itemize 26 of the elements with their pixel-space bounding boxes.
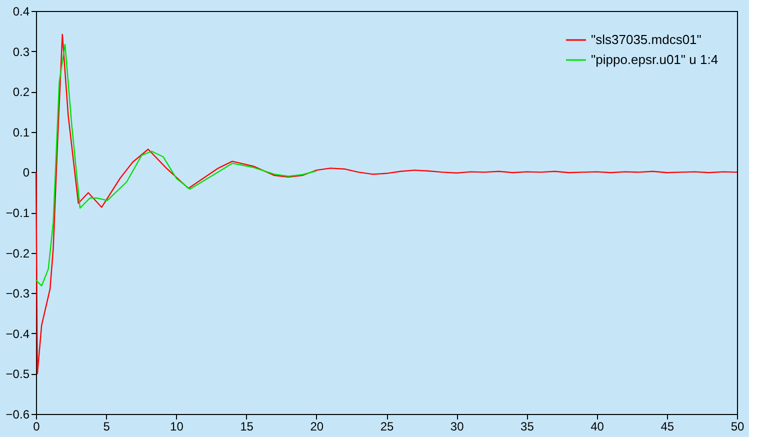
y-tick-label: 0.2 xyxy=(12,85,30,100)
x-tick-label: 40 xyxy=(590,420,604,434)
x-tick-label: 20 xyxy=(310,420,324,434)
x-tick-label: 45 xyxy=(660,420,674,434)
legend-label: "sls37035.mdcs01" xyxy=(591,32,702,47)
y-tick-label: 0.1 xyxy=(12,125,30,140)
y-tick-label: −0.1 xyxy=(6,206,30,220)
x-tick-label: 5 xyxy=(103,420,110,434)
line-series xyxy=(35,44,317,286)
line-series xyxy=(35,34,738,374)
x-tick-label: 0 xyxy=(33,420,40,434)
x-tick-label: 30 xyxy=(450,420,464,434)
y-tick-label: 0.3 xyxy=(12,44,30,59)
x-tick-label: 15 xyxy=(240,420,254,434)
x-tick-label: 25 xyxy=(380,420,394,434)
x-tick-label: 50 xyxy=(730,420,744,434)
y-tick-label: −0.4 xyxy=(6,326,30,341)
legend-label: "pippo.epsr.u01" u 1:4 xyxy=(591,52,718,67)
x-tick-label: 10 xyxy=(170,420,184,434)
y-tick-label: −0.6 xyxy=(6,408,30,422)
y-tick-label: −0.2 xyxy=(6,246,30,260)
y-tick-label: −0.3 xyxy=(6,286,30,301)
y-tick-label: −0.5 xyxy=(6,367,30,382)
y-tick-label: 0.4 xyxy=(12,4,30,18)
x-tick-label: 35 xyxy=(520,420,534,434)
y-tick-label: 0 xyxy=(22,166,30,180)
